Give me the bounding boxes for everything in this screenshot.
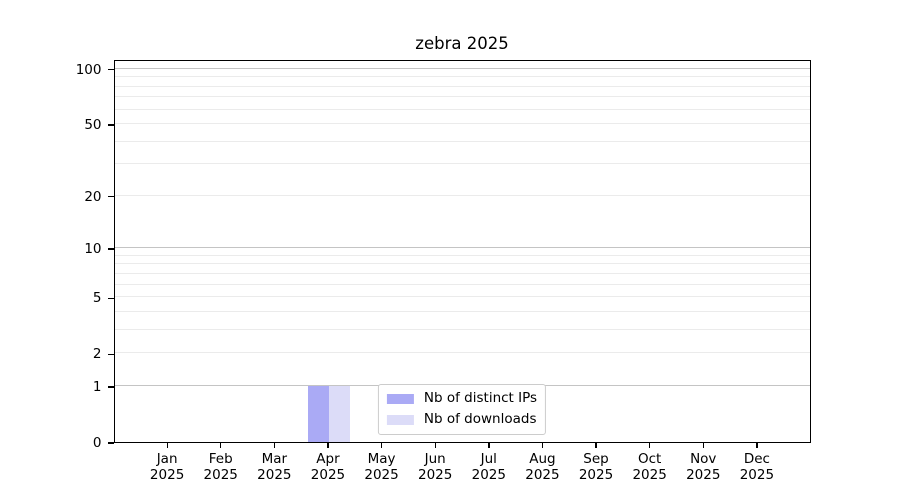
y-tick-mark [108, 196, 114, 198]
y-gridline [114, 194, 810, 196]
x-tick-label: Feb 2025 [186, 451, 256, 483]
legend-item: Nb of distinct IPs [386, 390, 538, 406]
legend-item: Nb of downloads [386, 411, 537, 427]
x-tick-label: Mar 2025 [239, 451, 309, 483]
x-tick-month: Jun [424, 451, 446, 467]
y-tick-label: 5 [92, 290, 102, 307]
x-tick-label: Dec 2025 [722, 451, 792, 483]
y-tick-label: 0 [92, 435, 102, 451]
x-tick-month: Jul [480, 451, 497, 467]
x-tick-label: Apr 2025 [293, 451, 363, 483]
x-tick-mark [434, 443, 436, 448]
chart-title: zebra 2025 [415, 34, 509, 53]
x-tick-year: 2025 [310, 467, 346, 483]
y-tick-mark [108, 69, 114, 71]
x-tick-month: Sep [583, 451, 609, 467]
x-tick-mark [756, 443, 758, 448]
plot-area: Nb of distinct IPs Nb of downloads [113, 60, 811, 443]
x-tick-label: Jul 2025 [454, 451, 524, 483]
y-gridline [114, 254, 810, 256]
y-gridline-decade [114, 67, 810, 69]
x-tick-mark [488, 443, 490, 448]
x-tick-month: Jan [156, 451, 178, 467]
y-gridline [114, 85, 810, 87]
y-tick-mark [108, 353, 114, 355]
y-tick-label: 2 [92, 346, 102, 363]
y-tick-mark [108, 386, 114, 388]
legend-swatch-distinct-ips [386, 393, 414, 404]
x-tick-month: May [367, 451, 396, 467]
x-tick-mark [649, 443, 651, 448]
x-tick-year: 2025 [364, 467, 399, 483]
bar-nb-of-downloads [328, 385, 351, 442]
y-tick-label: 50 [84, 117, 102, 134]
x-tick-mark [166, 443, 168, 448]
x-tick-mark [273, 443, 276, 448]
y-tick-mark [108, 248, 114, 250]
x-tick-year: 2025 [203, 467, 238, 483]
x-tick-mark [220, 443, 222, 448]
y-gridline [114, 272, 810, 274]
x-tick-month: Dec [743, 451, 770, 467]
x-tick-mark [541, 443, 544, 448]
x-tick-label: Jan 2025 [132, 451, 202, 483]
x-tick-month: Mar [261, 451, 288, 467]
x-tick-year: 2025 [257, 467, 292, 483]
legend: Nb of distinct IPs Nb of downloads [377, 384, 547, 435]
y-gridline [114, 310, 810, 312]
x-tick-month: Apr [316, 451, 340, 467]
y-gridline-decade [114, 247, 810, 249]
y-tick-mark [108, 124, 114, 126]
x-tick-label: Nov 2025 [668, 451, 738, 483]
x-tick-month: Feb [208, 451, 233, 467]
y-gridline [114, 96, 810, 98]
x-tick-year: 2025 [739, 467, 775, 483]
x-tick-year: 2025 [686, 467, 721, 483]
y-gridline [114, 163, 810, 165]
legend-swatch-downloads [386, 414, 414, 425]
x-tick-label: Aug 2025 [507, 451, 577, 483]
y-tick-mark [108, 442, 114, 444]
y-gridline [114, 352, 810, 354]
x-tick-month: Nov [690, 451, 717, 467]
x-tick-year: 2025 [632, 467, 667, 483]
y-gridline [114, 108, 810, 110]
bar-nb-of-distinct-ips [307, 385, 329, 442]
y-gridline [114, 76, 810, 78]
y-tick-label: 20 [84, 188, 102, 205]
x-tick-month: Aug [529, 451, 556, 467]
legend-label: Nb of distinct IPs [423, 390, 538, 406]
x-tick-year: 2025 [471, 467, 506, 483]
x-tick-mark [327, 443, 329, 448]
x-tick-mark [595, 443, 597, 448]
x-tick-mark [380, 443, 383, 448]
legend-label: Nb of downloads [423, 411, 537, 427]
x-tick-year: 2025 [418, 467, 453, 483]
y-gridline [114, 263, 810, 265]
y-gridline [114, 123, 810, 125]
x-tick-year: 2025 [578, 467, 614, 483]
y-tick-mark [108, 297, 114, 299]
y-tick-label: 100 [75, 61, 102, 78]
y-gridline [114, 328, 810, 330]
y-gridline [114, 140, 810, 142]
x-tick-month: Oct [637, 451, 662, 467]
x-tick-year: 2025 [149, 467, 185, 483]
x-tick-label: Jun 2025 [400, 451, 470, 483]
y-gridline [114, 296, 810, 298]
x-tick-mark [702, 443, 704, 448]
x-tick-label: Sep 2025 [561, 451, 631, 483]
y-tick-label: 1 [92, 378, 102, 395]
x-tick-label: May 2025 [347, 451, 417, 483]
x-tick-year: 2025 [525, 467, 560, 483]
x-tick-label: Oct 2025 [615, 451, 685, 483]
y-gridline [114, 283, 810, 285]
y-tick-label: 10 [84, 241, 102, 258]
